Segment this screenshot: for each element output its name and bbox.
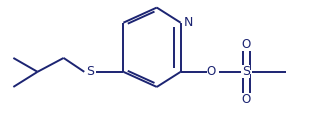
- Text: O: O: [242, 93, 251, 106]
- Text: S: S: [242, 65, 251, 78]
- Text: O: O: [207, 65, 216, 78]
- Text: S: S: [86, 65, 94, 78]
- Text: N: N: [184, 15, 193, 29]
- Text: O: O: [242, 38, 251, 51]
